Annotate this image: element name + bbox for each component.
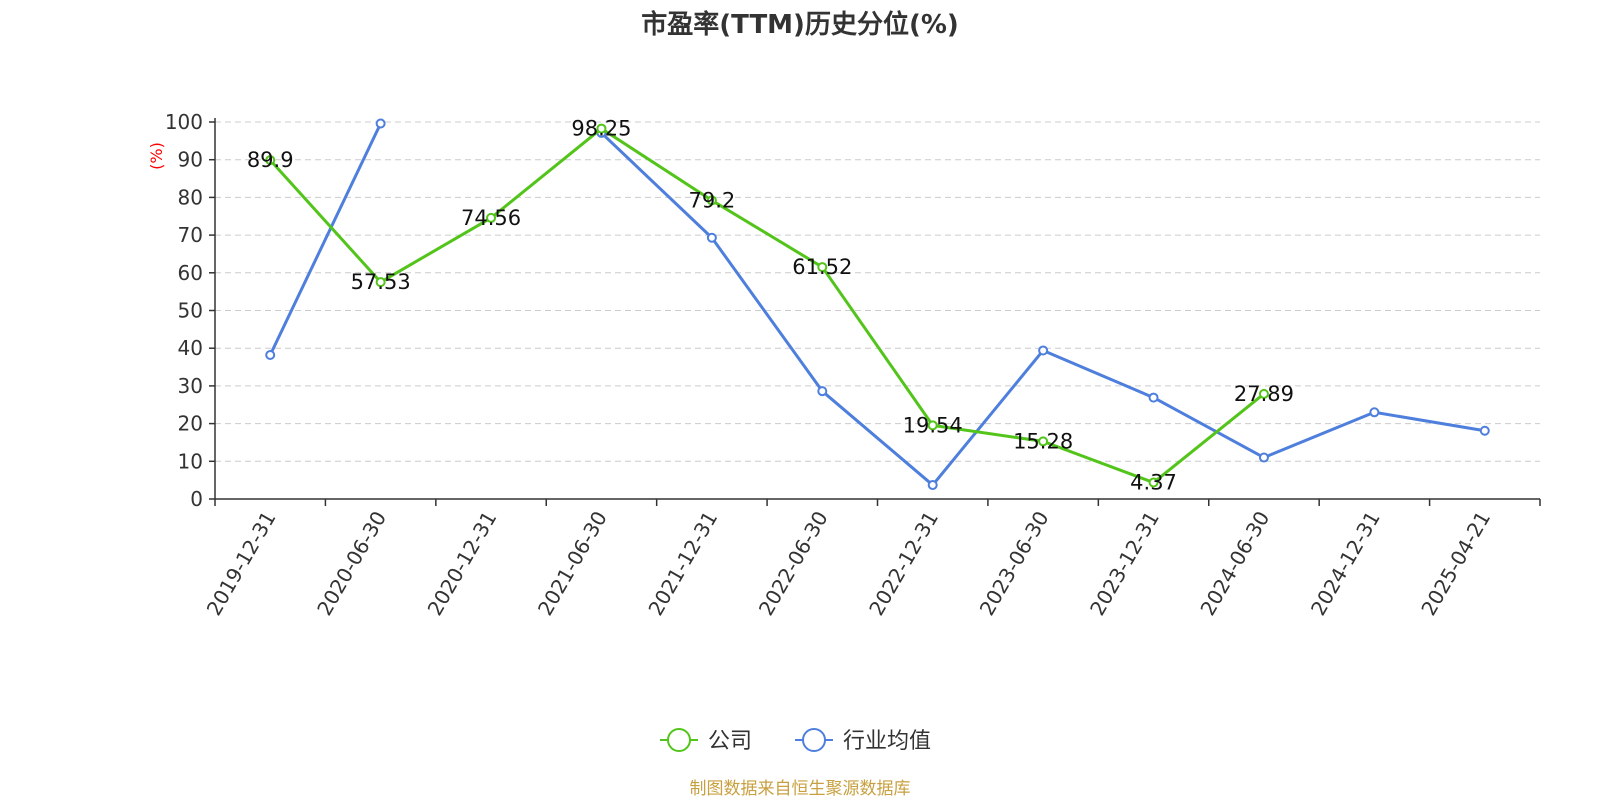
legend-label: 公司: [708, 729, 752, 754]
y-tick-label: 80: [178, 185, 203, 209]
data-point: [1258, 452, 1269, 463]
data-point: [1038, 436, 1049, 447]
legend-marker: [802, 728, 826, 752]
y-tick-label: 60: [178, 261, 203, 285]
x-tick-label: 2020-12-31: [423, 507, 502, 620]
data-point: [265, 155, 276, 166]
x-tick-label: 2024-12-31: [1306, 507, 1385, 620]
series-line: [268, 122, 382, 356]
data-point: [1479, 425, 1490, 436]
series-layer: [265, 118, 1490, 491]
data-point: [486, 212, 497, 223]
x-tick-label: 2023-06-30: [975, 507, 1054, 620]
series-industry-average: [265, 118, 1490, 491]
y-tick-label: 20: [178, 412, 203, 436]
x-tick-label: 2025-04-21: [1416, 507, 1495, 620]
y-tick-label: 0: [190, 487, 203, 511]
data-label: 4.37: [1130, 471, 1177, 495]
data-point: [817, 386, 828, 397]
legend-label: 行业均值: [843, 729, 931, 754]
data-point: [375, 277, 386, 288]
y-tick-label: 50: [178, 299, 203, 323]
x-tick-label: 2024-06-30: [1195, 507, 1274, 620]
axes: 0 10 20 30 40 50 60 70 80 90 100 2019-12-31 2020-06-…: [165, 110, 1541, 620]
y-tick-label: 100: [165, 110, 203, 134]
data-point: [1258, 388, 1269, 399]
data-label: 27.89: [1234, 382, 1294, 406]
data-label: 89.9: [247, 148, 294, 172]
data-point: [927, 480, 938, 491]
x-tick-label: 2019-12-31: [202, 507, 281, 620]
data-point: [375, 118, 386, 129]
data-point: [1038, 345, 1049, 356]
legend-item-company[interactable]: 公司: [660, 728, 752, 754]
data-label: 19.54: [903, 413, 963, 437]
data-point: [706, 232, 717, 243]
data-labels: 89.9 57.53 74.56 98.25 79.2 61.52 19.54 15.28 4.…: [247, 117, 1294, 495]
data-point: [1148, 392, 1159, 403]
series-company: [265, 123, 1269, 488]
data-point: [1148, 477, 1159, 488]
data-label: 61.52: [792, 255, 852, 279]
data-label: 15.28: [1013, 429, 1073, 453]
y-tick-label: 30: [178, 374, 203, 398]
y-tick-label: 70: [178, 223, 203, 247]
series-line: [269, 127, 1265, 485]
chart-title: 市盈率(TTM)历史分位(%): [641, 9, 959, 40]
legend[interactable]: 公司 行业均值: [660, 728, 931, 754]
grid-lines: [215, 121, 1540, 462]
x-tick-label: 2020-06-30: [312, 507, 391, 620]
data-label: 98.25: [571, 117, 631, 141]
data-point: [817, 262, 828, 273]
data-point: [927, 420, 938, 431]
data-point: [596, 123, 607, 134]
data-label: 79.2: [688, 188, 735, 212]
x-tick-label: 2022-12-31: [864, 507, 943, 620]
source-note: 制图数据来自恒生聚源数据库: [690, 779, 911, 799]
legend-item-industry-average[interactable]: 行业均值: [795, 728, 931, 754]
legend-marker: [667, 728, 691, 752]
data-point: [1369, 407, 1380, 418]
y-tick-label: 10: [178, 449, 203, 473]
data-label: 74.56: [461, 206, 521, 230]
y-axis-unit: (%): [147, 142, 166, 170]
x-tick-label: 2021-12-31: [643, 507, 722, 620]
x-tick-label: 2023-12-31: [1085, 507, 1164, 620]
x-tick-label: 2021-06-30: [533, 507, 612, 620]
x-tick-label: 2022-06-30: [754, 507, 833, 620]
data-point: [706, 195, 717, 206]
data-point: [265, 349, 276, 360]
data-label: 57.53: [351, 270, 411, 294]
y-tick-label: 90: [178, 148, 203, 172]
y-tick-label: 40: [178, 336, 203, 360]
